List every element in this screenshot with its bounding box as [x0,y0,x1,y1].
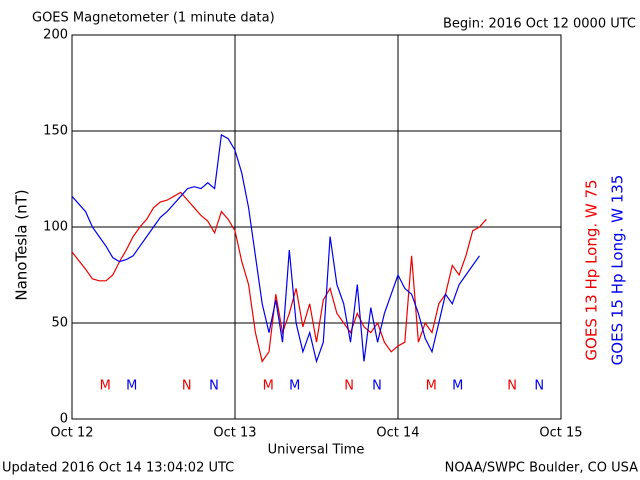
legend-entry: GOES 13 Hp Long. W 75 [583,179,601,360]
y-tick-label: 100 [43,220,68,235]
begin-time: Begin: 2016 Oct 12 0000 UTC [443,17,636,32]
marker-label: N [507,379,517,394]
y-axis-label: NanoTesla (nT) [13,189,31,300]
chart-title: GOES Magnetometer (1 minute data) [32,11,275,26]
marker-label: N [209,379,219,394]
marker-label: N [182,379,192,394]
x-axis-label: Universal Time [268,443,365,458]
y-tick-label: 200 [43,28,68,43]
legend-entry: GOES 15 Hp Long. W 135 [609,175,627,366]
x-tick-label: Oct 13 [213,426,256,441]
marker-label: M [263,379,274,394]
marker-label: M [426,379,437,394]
y-tick-label: 0 [60,412,68,427]
series-line [71,133,480,364]
marker-label: N [344,379,354,394]
x-tick-label: Oct 15 [539,426,582,441]
x-tick-label: Oct 12 [50,426,93,441]
marker-label: M [126,379,137,394]
marker-label: N [534,379,544,394]
marker-label: N [372,379,382,394]
footer-credit: NOAA/SWPC Boulder, CO USA [445,461,638,476]
y-tick-label: 50 [51,316,68,331]
footer-updated: Updated 2016 Oct 14 13:04:02 UTC [2,461,234,476]
y-tick-label: 150 [43,124,68,139]
marker-label: M [289,379,300,394]
marker-label: M [452,379,463,394]
x-tick-label: Oct 14 [376,426,419,441]
marker-label: M [100,379,111,394]
series-line [71,191,487,363]
